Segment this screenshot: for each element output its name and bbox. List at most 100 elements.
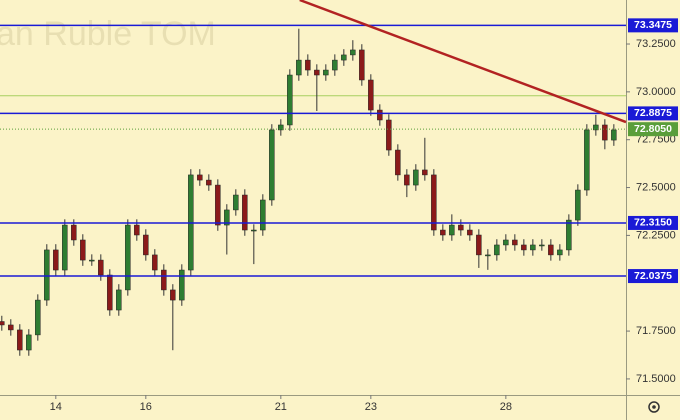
candle-body xyxy=(152,254,158,271)
candle xyxy=(197,169,203,186)
candle-body xyxy=(134,224,140,236)
candle xyxy=(296,28,302,81)
candle xyxy=(287,69,293,131)
candle-body xyxy=(386,119,392,151)
candle-body xyxy=(305,59,311,71)
candle-body xyxy=(350,49,356,56)
level-label: 72.3150 xyxy=(634,217,672,229)
candle-body xyxy=(539,244,545,247)
candle-body xyxy=(89,259,95,262)
x-tick-label: 21 xyxy=(275,401,287,413)
candle-body xyxy=(503,239,509,246)
candle xyxy=(323,64,329,81)
trendline xyxy=(299,0,627,124)
candle-body xyxy=(26,334,32,351)
settings-icon[interactable] xyxy=(648,401,660,413)
candle xyxy=(548,239,554,261)
level-label-box xyxy=(628,269,678,284)
candle-body xyxy=(476,234,482,256)
candle-body xyxy=(611,129,617,141)
candle-body xyxy=(242,194,248,231)
candle-body xyxy=(377,109,383,121)
candle xyxy=(242,189,248,236)
candle-body xyxy=(557,249,563,256)
candle xyxy=(449,214,455,241)
candle-body xyxy=(251,229,257,232)
y-tick-label: 73.0000 xyxy=(636,86,676,98)
candle-body xyxy=(278,124,284,131)
candle-body xyxy=(485,254,491,257)
level-label-box xyxy=(628,18,678,33)
candle-body xyxy=(0,321,5,326)
candle xyxy=(485,249,491,270)
candle xyxy=(368,74,374,116)
candle xyxy=(35,294,41,341)
candle-body xyxy=(17,329,23,351)
current-price-label: 72.8050 xyxy=(634,123,672,135)
candle xyxy=(530,239,536,256)
candle xyxy=(206,174,212,191)
candle-body xyxy=(359,49,365,81)
candle xyxy=(224,204,230,255)
candle xyxy=(611,124,617,146)
candle-body xyxy=(530,244,536,251)
candle-body xyxy=(494,244,500,256)
candle xyxy=(143,229,149,261)
candle-body xyxy=(521,244,527,251)
candle-body xyxy=(98,259,104,276)
y-tick-label: 72.7500 xyxy=(636,134,676,146)
candle-body xyxy=(215,184,221,226)
candle xyxy=(269,124,275,206)
candle xyxy=(476,229,482,268)
candle xyxy=(431,169,437,236)
gear-center[interactable] xyxy=(652,405,656,409)
candle xyxy=(26,329,32,356)
candle xyxy=(584,124,590,196)
candle xyxy=(260,194,266,236)
candle xyxy=(359,44,365,86)
candle xyxy=(233,189,239,216)
candle xyxy=(350,40,356,61)
candle-body xyxy=(62,224,68,271)
candle-body xyxy=(323,69,329,76)
candle-body xyxy=(593,124,599,131)
candle-body xyxy=(314,69,320,76)
level-label-box xyxy=(628,215,678,230)
candle xyxy=(341,49,347,66)
candle-body xyxy=(197,174,203,181)
y-tick-label: 71.5000 xyxy=(636,373,676,385)
candle xyxy=(332,54,338,76)
candle-body xyxy=(35,299,41,336)
candle-body xyxy=(161,269,167,291)
candle xyxy=(395,144,401,181)
candle-body xyxy=(260,199,266,231)
candle xyxy=(494,239,500,261)
candle xyxy=(71,219,77,246)
x-tick-label: 28 xyxy=(500,401,512,413)
candle xyxy=(539,239,545,251)
candle xyxy=(107,269,113,316)
candle xyxy=(440,224,446,241)
candle xyxy=(386,114,392,156)
watermark: an Ruble TOM xyxy=(0,15,216,53)
candle-body xyxy=(440,229,446,236)
level-label: 73.3475 xyxy=(634,19,672,31)
candle-body xyxy=(287,74,293,126)
candle xyxy=(305,54,311,76)
candle xyxy=(170,284,176,351)
candle xyxy=(503,234,509,251)
candle-body xyxy=(53,249,59,271)
candle-body xyxy=(206,179,212,186)
candle-body xyxy=(170,289,176,301)
candle-body xyxy=(44,249,50,301)
candle-body xyxy=(431,174,437,231)
gear[interactable] xyxy=(648,401,660,413)
y-tick-label: 72.5000 xyxy=(636,181,676,193)
candle-body xyxy=(395,149,401,176)
x-tick-label: 16 xyxy=(140,401,152,413)
candle xyxy=(44,244,50,306)
candle-body xyxy=(341,54,347,61)
candle-body xyxy=(413,169,419,186)
candle-body xyxy=(224,209,230,226)
